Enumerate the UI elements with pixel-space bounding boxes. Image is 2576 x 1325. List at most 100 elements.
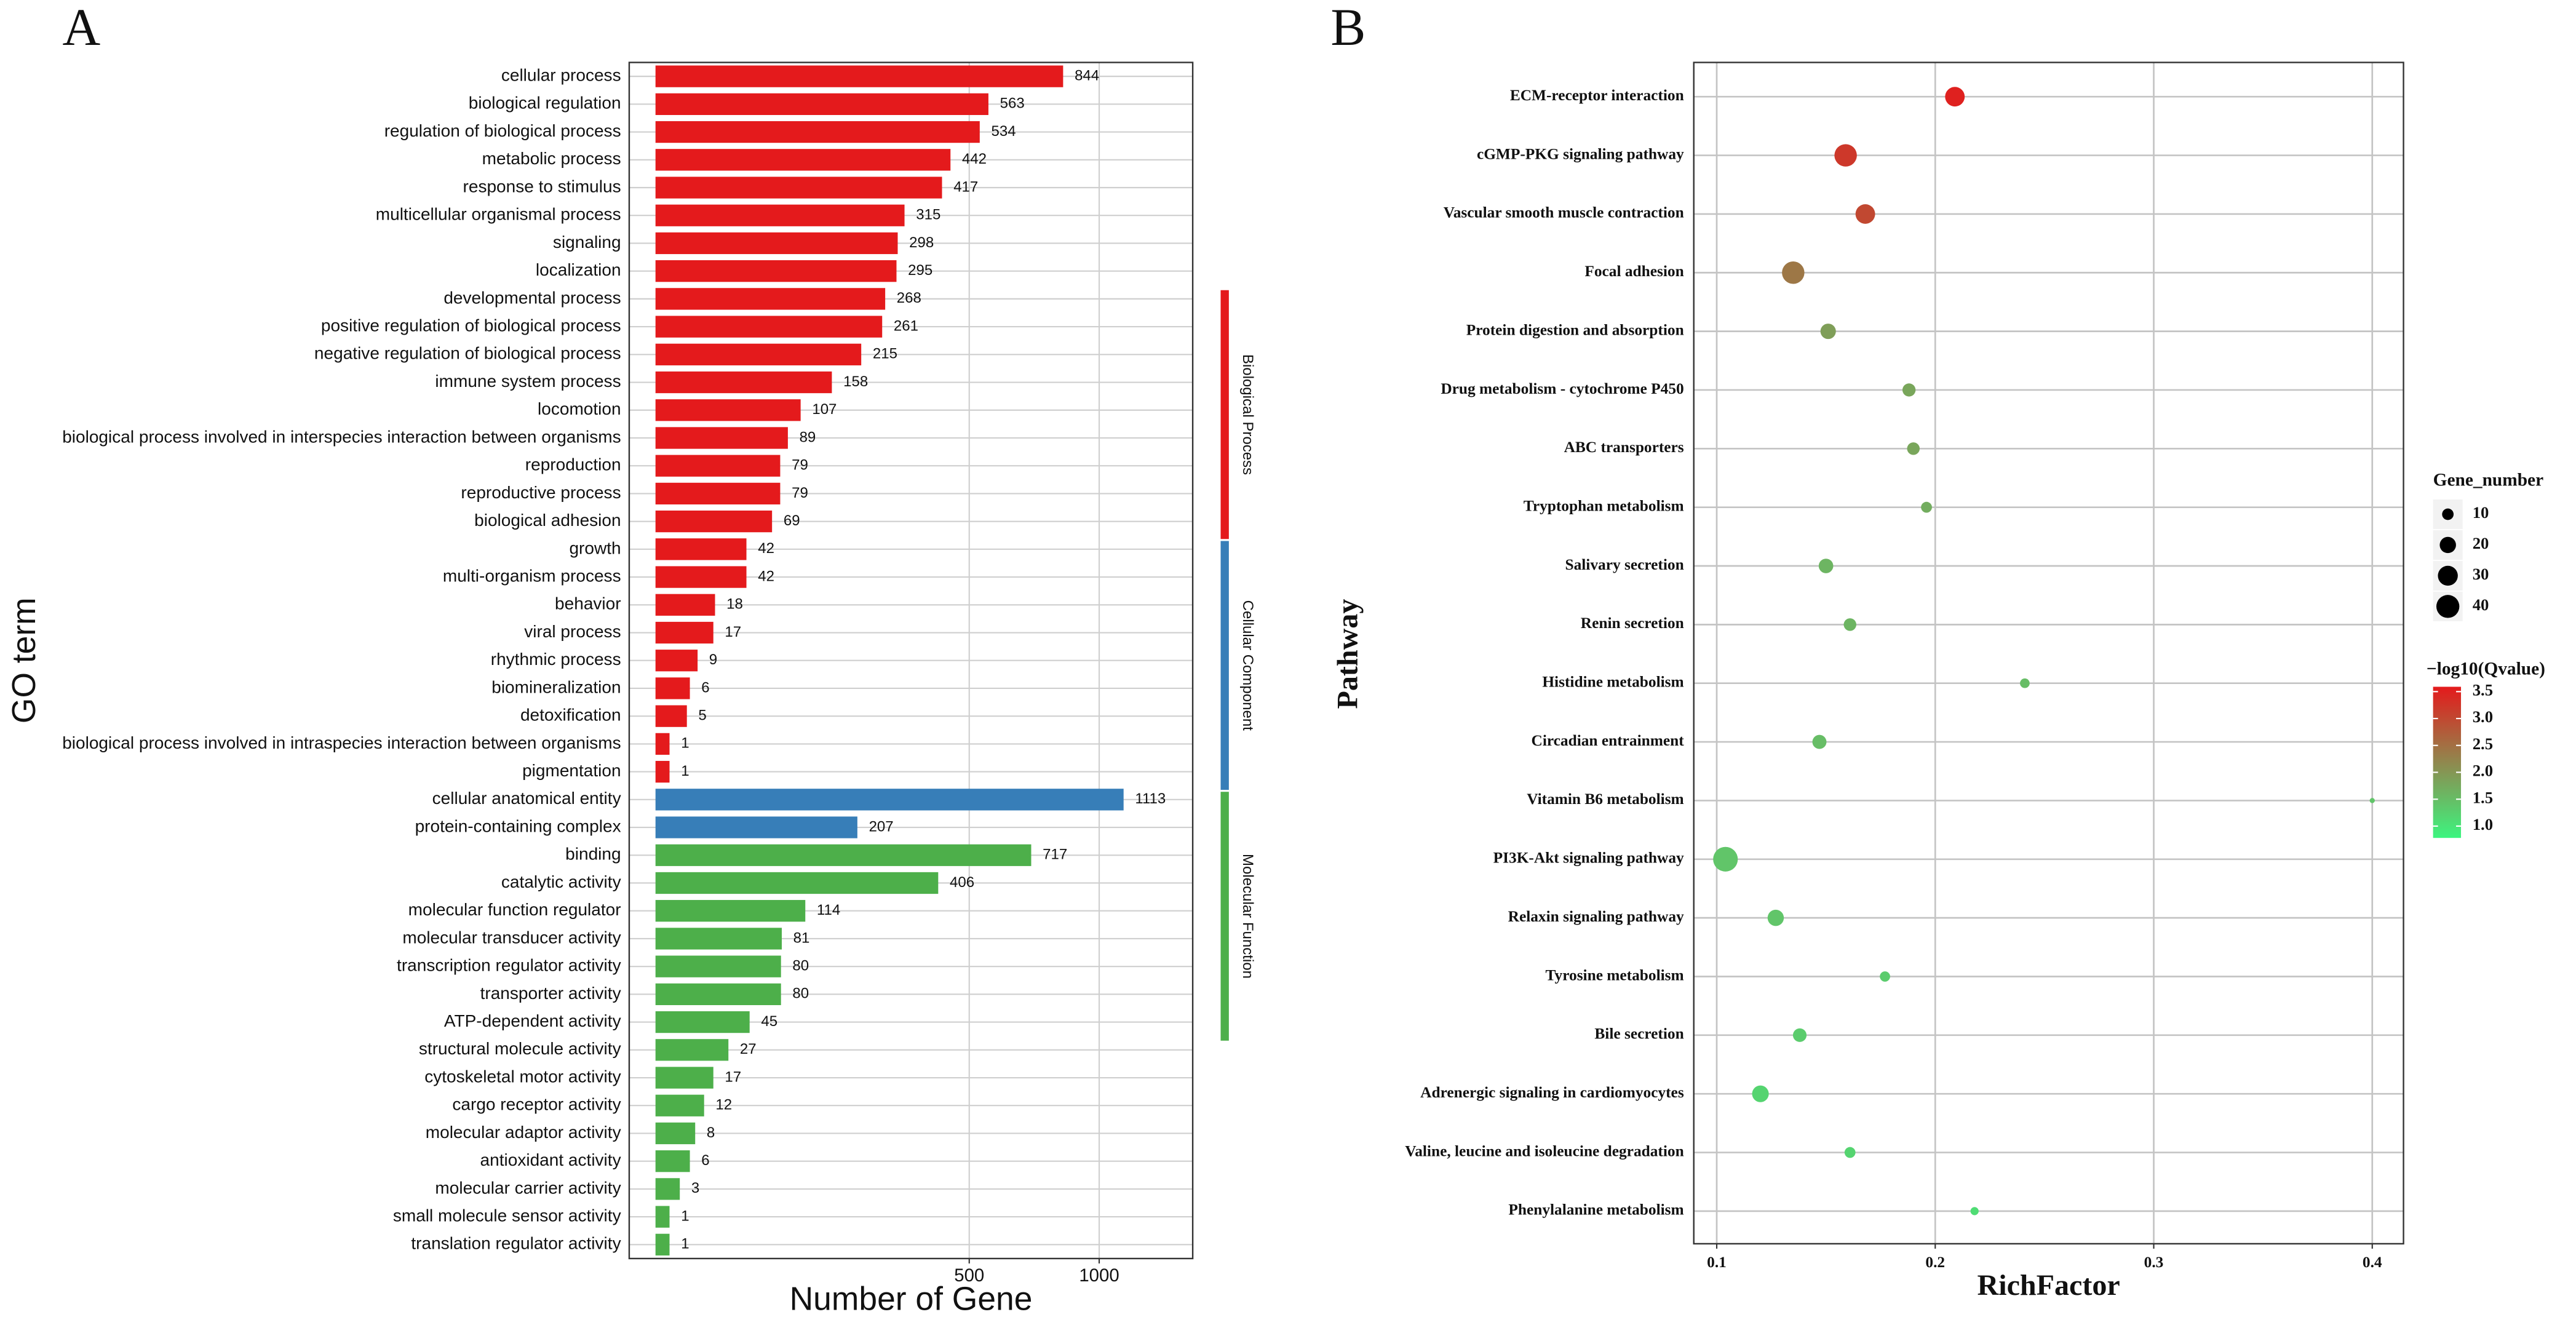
- y-tick-label: locomotion: [538, 399, 621, 418]
- bar: [655, 1067, 714, 1089]
- bubble: [1880, 971, 1890, 982]
- value-label: 12: [715, 1097, 732, 1113]
- value-label: 5: [698, 707, 706, 724]
- value-label: 6: [701, 1152, 709, 1169]
- value-label: 114: [817, 902, 840, 918]
- value-label: 442: [962, 151, 987, 167]
- bar: [655, 955, 781, 977]
- bar: [655, 427, 788, 449]
- y-tick-label: molecular transducer activity: [402, 928, 621, 947]
- bar: [655, 844, 1032, 866]
- group-label: Molecular Function: [1239, 854, 1256, 979]
- y-tick-label: behavior: [555, 594, 621, 613]
- value-label: 42: [758, 568, 774, 584]
- bar: [655, 594, 715, 616]
- bar: [655, 65, 1063, 87]
- x-axis-label: Number of Gene: [790, 1281, 1033, 1317]
- y-tick-label: small molecule sensor activity: [393, 1206, 621, 1225]
- legend-label: 40: [2473, 595, 2489, 614]
- value-label: 1113: [1135, 790, 1166, 807]
- y-tick-label: Tryptophan metabolism: [1524, 497, 1684, 514]
- value-label: 406: [950, 874, 974, 891]
- x-axis-label: RichFactor: [1978, 1269, 2120, 1302]
- legend-bubble: [2439, 536, 2456, 554]
- value-label: 417: [953, 178, 978, 195]
- bar: [655, 621, 714, 644]
- y-tick-label: Relaxin signaling pathway: [1508, 908, 1684, 925]
- bar: [655, 232, 898, 255]
- bubble: [1818, 559, 1834, 573]
- y-tick-label: biomineralization: [491, 677, 621, 696]
- y-tick-label: viral process: [524, 622, 621, 641]
- value-label: 45: [761, 1013, 777, 1030]
- y-tick-label: binding: [565, 845, 621, 864]
- bar: [655, 455, 781, 477]
- value-label: 207: [869, 818, 894, 835]
- legend-bubble: [2436, 595, 2460, 618]
- y-tick-label: structural molecule activity: [419, 1039, 621, 1058]
- bubble: [2020, 678, 2030, 688]
- bar: [655, 1150, 690, 1172]
- plot-area: [1693, 62, 2404, 1244]
- bubble: [1844, 1147, 1856, 1158]
- bar: [655, 816, 857, 838]
- panel-letter: A: [62, 0, 100, 57]
- value-label: 17: [725, 624, 741, 640]
- y-tick-label: Focal adhesion: [1584, 263, 1684, 280]
- x-tick-label: 0.2: [1925, 1254, 1945, 1271]
- y-tick-label: growth: [569, 538, 621, 557]
- value-label: 1: [681, 763, 689, 779]
- value-label: 1: [681, 1208, 689, 1224]
- y-tick-label: ABC transporters: [1564, 439, 1684, 456]
- bubble: [1752, 1085, 1769, 1102]
- y-tick-label: translation regulator activity: [411, 1234, 621, 1253]
- y-tick-label: cellular process: [501, 66, 621, 85]
- bar: [655, 928, 782, 950]
- bubble: [1713, 846, 1738, 872]
- bar: [655, 371, 832, 394]
- bar: [655, 900, 806, 922]
- bubble: [1855, 204, 1875, 224]
- bar: [655, 677, 690, 699]
- bar: [655, 149, 951, 171]
- bar: [655, 482, 781, 505]
- value-label: 534: [992, 123, 1016, 140]
- y-tick-label: Histidine metabolism: [1542, 674, 1684, 691]
- bubble: [1792, 1028, 1807, 1042]
- panel-letter: B: [1330, 0, 1366, 57]
- value-label: 107: [812, 401, 837, 418]
- value-label: 298: [909, 234, 934, 251]
- value-label: 158: [843, 373, 868, 390]
- bubble: [1782, 261, 1805, 284]
- group-bar: [1220, 290, 1229, 539]
- bubble: [1902, 383, 1916, 397]
- legend-bubble: [2442, 508, 2454, 520]
- bubble: [1945, 87, 1965, 107]
- y-tick-label: developmental process: [443, 288, 621, 307]
- legend-title: Gene_number: [2433, 470, 2544, 490]
- y-tick-label: metabolic process: [482, 149, 621, 168]
- y-tick-label: localization: [536, 260, 621, 279]
- bar: [655, 288, 886, 310]
- bar: [655, 1178, 680, 1200]
- bar: [655, 1233, 670, 1255]
- y-tick-label: Protein digestion and absorption: [1466, 321, 1684, 338]
- bar: [655, 399, 801, 421]
- bar: [655, 177, 942, 199]
- value-label: 215: [873, 346, 897, 362]
- value-label: 42: [758, 540, 774, 557]
- bar: [655, 1094, 704, 1116]
- group-bar: [1220, 792, 1229, 1041]
- x-tick-label: 0.1: [1707, 1254, 1727, 1271]
- y-tick-label: positive regulation of biological proces…: [321, 316, 621, 335]
- value-label: 80: [792, 985, 809, 1002]
- bar: [655, 733, 670, 755]
- bar: [655, 1206, 670, 1228]
- value-label: 27: [740, 1041, 757, 1057]
- bubble: [2369, 798, 2375, 803]
- value-label: 3: [691, 1180, 699, 1196]
- legend-bubble: [2438, 565, 2458, 586]
- y-tick-label: response to stimulus: [463, 177, 621, 196]
- value-label: 1: [681, 1236, 689, 1252]
- bar: [655, 204, 905, 226]
